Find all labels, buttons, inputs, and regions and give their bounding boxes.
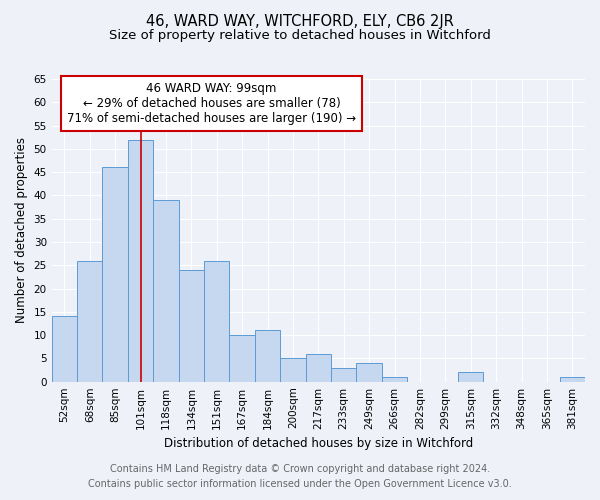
Bar (103, 168, 128, 382)
Text: Contains HM Land Registry data © Crown copyright and database right 2024.
Contai: Contains HM Land Registry data © Crown c… (88, 464, 512, 489)
Bar (331, 368, 356, 382)
Bar (280, 358, 305, 382)
Bar (305, 354, 331, 382)
Bar (204, 260, 229, 382)
Bar (560, 377, 585, 382)
Text: Size of property relative to detached houses in Witchford: Size of property relative to detached ho… (109, 29, 491, 42)
Bar (77, 260, 103, 382)
Bar (255, 330, 280, 382)
Text: 46, WARD WAY, WITCHFORD, ELY, CB6 2JR: 46, WARD WAY, WITCHFORD, ELY, CB6 2JR (146, 14, 454, 29)
Bar (52, 316, 77, 382)
Bar (179, 270, 204, 382)
Y-axis label: Number of detached properties: Number of detached properties (15, 138, 28, 324)
Bar (153, 200, 179, 382)
X-axis label: Distribution of detached houses by size in Witchford: Distribution of detached houses by size … (164, 437, 473, 450)
Bar (229, 335, 255, 382)
Text: 46 WARD WAY: 99sqm
← 29% of detached houses are smaller (78)
71% of semi-detache: 46 WARD WAY: 99sqm ← 29% of detached hou… (67, 82, 356, 125)
Bar (128, 140, 153, 382)
Bar (356, 363, 382, 382)
Bar (382, 377, 407, 382)
Bar (458, 372, 484, 382)
